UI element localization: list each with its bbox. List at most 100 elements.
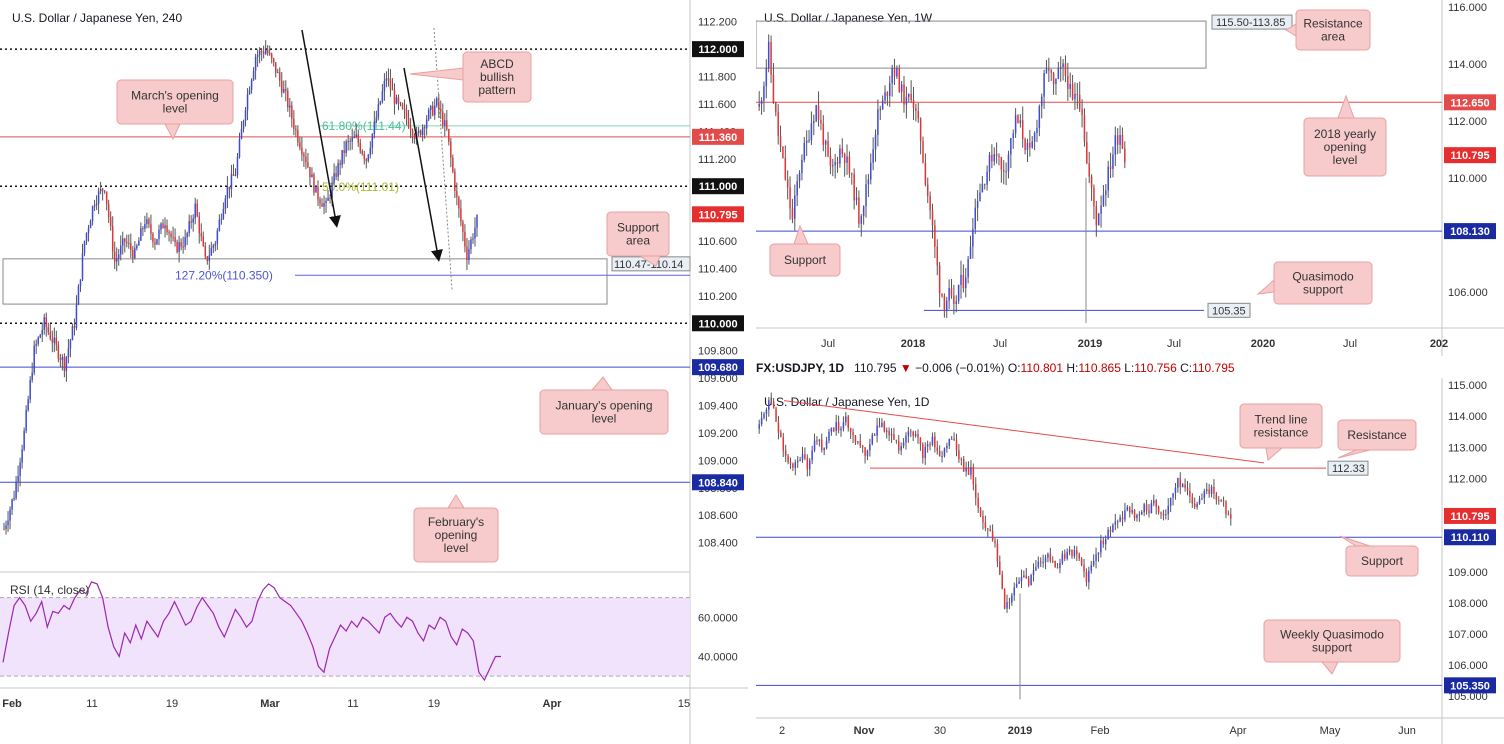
- candle-4h-candle: [301, 147, 303, 155]
- panel-divider: [748, 0, 756, 744]
- candle-1d-candle: [787, 455, 789, 463]
- candle-1d-candle: [1141, 512, 1143, 515]
- chart-daily[interactable]: U.S. Dollar / Japanese Yen, 1D 115.000 114…: [756, 378, 1504, 744]
- callout-support-box: [1345, 545, 1419, 577]
- candle-1d-candle: [977, 497, 979, 509]
- candle-4h-candle: [162, 223, 164, 229]
- candle-4h-candle: [297, 130, 299, 143]
- candle-1d-candle: [881, 422, 883, 428]
- candle-4h-candle: [182, 246, 184, 248]
- candle-1d-candle: [924, 446, 926, 458]
- candle-1d-candle: [811, 450, 813, 461]
- candle-4h-candle: [276, 72, 279, 74]
- candle-1w-candle: [813, 121, 815, 124]
- candle-1d-candle: [808, 460, 811, 470]
- candle-1w-candle: [1050, 70, 1052, 73]
- candle-1d-candle: [1083, 565, 1085, 572]
- candle-1d-candle: [866, 450, 869, 456]
- candle-4h-candle: [423, 127, 426, 129]
- candle-1d-candle: [857, 441, 859, 443]
- level-tag: 112.33: [1332, 463, 1365, 475]
- candle-4h-candle: [85, 232, 88, 242]
- level-5-tag: 109.680: [698, 362, 738, 374]
- candle-1d-candle: [965, 467, 967, 472]
- chart-4h[interactable]: U.S. Dollar / Japanese Yen, 240 112.200 11…: [0, 0, 748, 744]
- level-tag-bg: [1444, 507, 1496, 524]
- candle-4h-candle: [33, 345, 35, 373]
- open-value: 110.801: [1020, 361, 1064, 375]
- candle-1d-candle: [1092, 560, 1095, 566]
- candle-1d-candle: [1073, 550, 1076, 557]
- candle-4h-candle: [442, 111, 444, 126]
- candle-4h-candle: [93, 205, 96, 207]
- candle-4h-candle: [248, 90, 251, 94]
- candle-1d-candle: [1066, 551, 1068, 559]
- candle-4h-candle: [154, 242, 156, 245]
- candle-1d-candle: [847, 416, 849, 428]
- candle-1w-candle: [886, 92, 889, 97]
- candle-1d-candle: [1150, 503, 1153, 514]
- candle-1w-candle: [981, 183, 984, 193]
- candle-1d-candle: [946, 445, 948, 449]
- rsi-label: RSI (14, close): [10, 583, 89, 597]
- candle-4h-candle: [464, 231, 466, 247]
- candle-4h-candle: [238, 139, 241, 158]
- level-5-tag-bg: [692, 359, 744, 376]
- level-tag: 110.795: [1450, 150, 1489, 162]
- level-6-tag-bg: [692, 474, 744, 491]
- candle-4h-candle: [440, 109, 442, 112]
- symbol-header: FX:USDJPY, 1D 110.795 ▼ −0.006 (−0.01%) …: [756, 358, 1504, 378]
- callout-2018-yearly-text: level: [1333, 153, 1358, 167]
- candle-4h-candle: [244, 109, 247, 122]
- callout-resistance-tail: [1337, 449, 1371, 459]
- candle-1d-candle: [1001, 574, 1003, 589]
- candle-4h-candle: [232, 174, 235, 176]
- x-tick-label: Jul: [1343, 338, 1357, 350]
- chart-4h-panel[interactable]: U.S. Dollar / Japanese Yen, 240 112.200 11…: [0, 0, 748, 744]
- candle-4h-candle: [188, 221, 190, 234]
- candle-1d-candle: [1051, 560, 1054, 562]
- candle-1d-candle: [1213, 486, 1215, 494]
- candle-1d-candle: [1100, 540, 1102, 553]
- candle-1d-candle: [1097, 552, 1100, 555]
- callout-weekly-qm-tail: [1320, 661, 1339, 675]
- chart-weekly-panel[interactable]: U.S. Dollar / Japanese Yen, 1W 116.000 114…: [756, 0, 1504, 356]
- callout-support-tail: [1339, 535, 1371, 547]
- candle-1w-candle: [848, 156, 851, 174]
- chart-daily-panel[interactable]: U.S. Dollar / Japanese Yen, 1D 115.000 114…: [756, 378, 1504, 744]
- candle-1w-candle: [1086, 141, 1088, 164]
- candle-1d-candle: [1165, 514, 1167, 516]
- candle-4h-candle: [470, 239, 472, 250]
- chart-weekly[interactable]: U.S. Dollar / Japanese Yen, 1W 116.000 114…: [756, 0, 1504, 356]
- candle-1d-candle: [1179, 477, 1182, 487]
- candle-1w-candle: [1052, 72, 1055, 85]
- level-6-tag: 108.840: [698, 477, 738, 489]
- candle-4h-candle: [206, 256, 209, 261]
- candle-1d-candle: [789, 462, 792, 464]
- y-tick-label: 115.000: [1448, 380, 1487, 392]
- candle-4h-candle: [144, 223, 146, 229]
- candle-1d-candle: [1133, 510, 1136, 519]
- candle-1d-candle: [1145, 504, 1148, 511]
- candle-1w-candle: [820, 119, 822, 124]
- candle-1d-candle: [914, 434, 917, 436]
- candle-1w-candle: [1010, 138, 1012, 155]
- x-tick-label: 19: [166, 698, 178, 710]
- candle-1w-candle: [827, 140, 829, 157]
- candle-1d-candle: [758, 424, 760, 429]
- candle-4h-candle: [313, 174, 315, 193]
- candle-1w-candle: [1093, 187, 1095, 207]
- candle-1w-candle: [770, 41, 772, 75]
- candle-1w-candle: [889, 83, 891, 97]
- candle-1d-candle: [830, 428, 833, 432]
- candle-1d-candle: [953, 438, 955, 441]
- candle-4h-candle: [397, 97, 400, 103]
- candle-1w-candle: [915, 108, 917, 111]
- candle-4h-candle: [250, 79, 253, 91]
- candle-4h-candle: [429, 105, 432, 110]
- candle-1w-candle: [988, 154, 991, 172]
- candle-4h-candle: [202, 236, 205, 246]
- candle-1w-candle: [910, 93, 912, 101]
- candle-4h-candle: [268, 53, 271, 55]
- candle-1w-candle: [908, 93, 910, 97]
